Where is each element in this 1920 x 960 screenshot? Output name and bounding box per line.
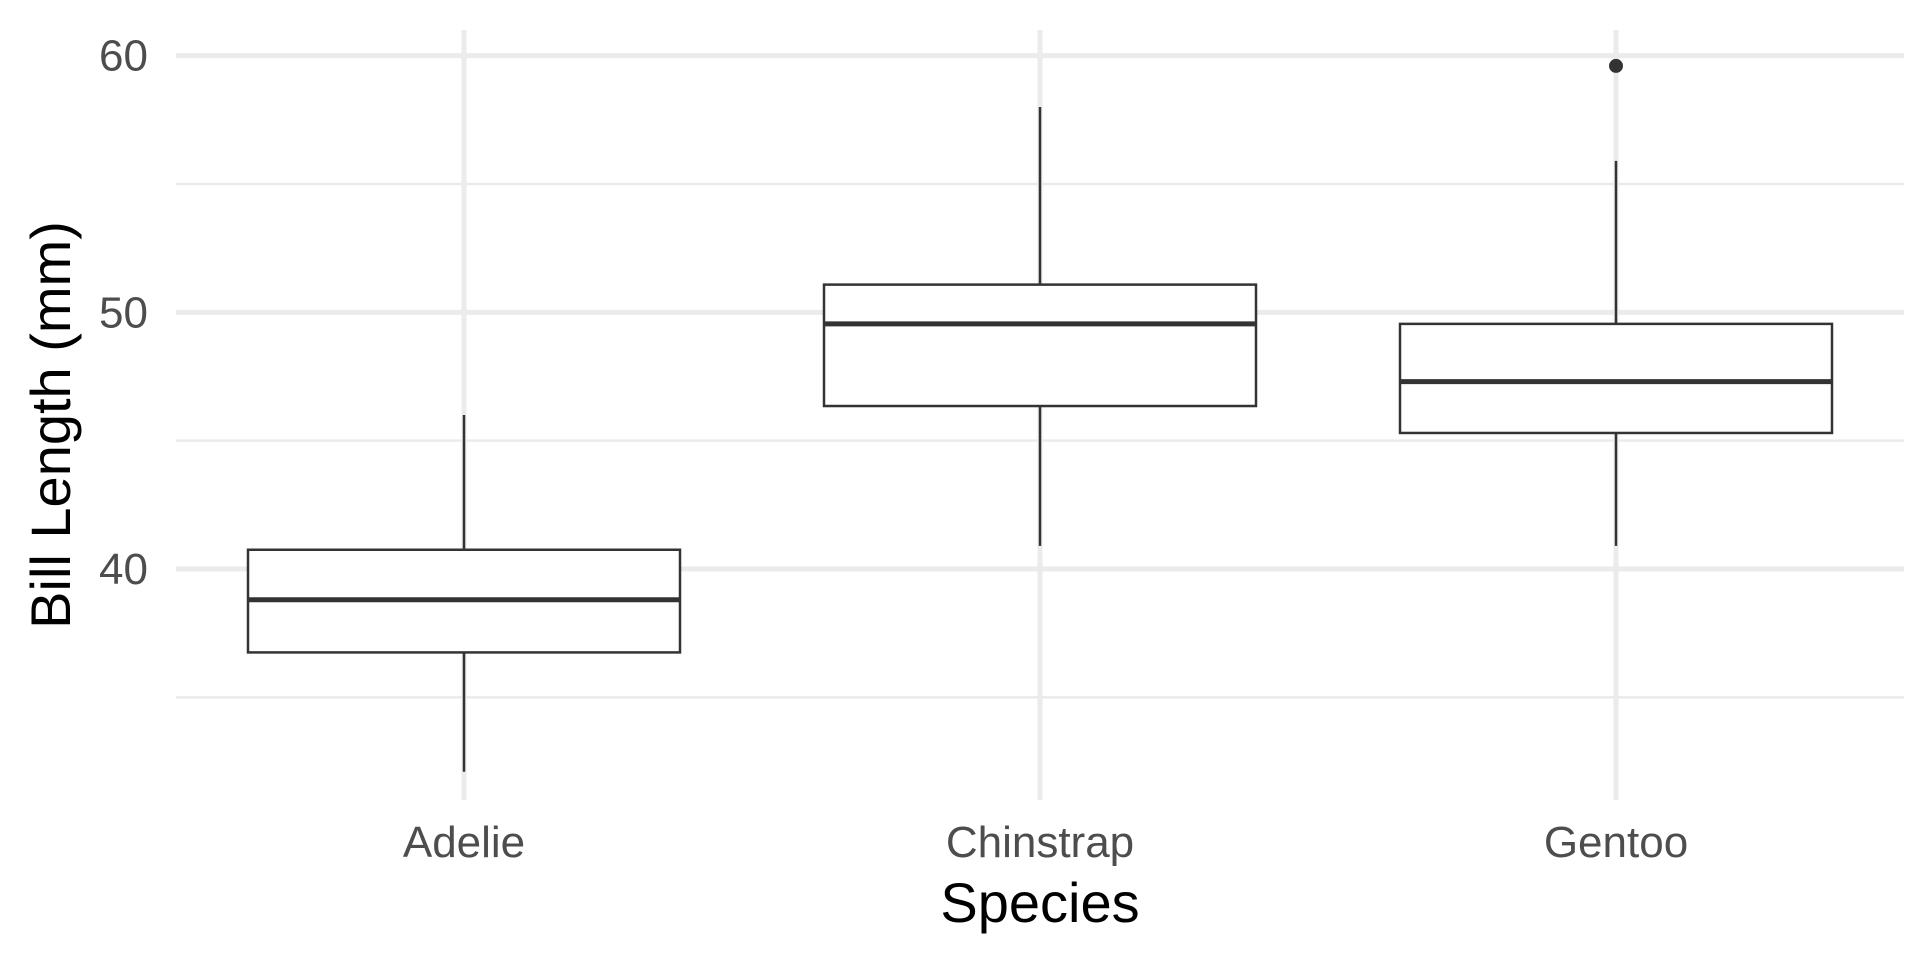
y-axis-ticks: 40 50 60 — [99, 32, 148, 594]
y-tick-label: 60 — [99, 32, 148, 81]
x-tick-label: Gentoo — [1544, 818, 1688, 867]
box-iqr — [822, 283, 1258, 408]
box-gentoo — [1398, 58, 1834, 546]
box-series — [246, 58, 1834, 772]
x-axis-title: Species — [940, 871, 1139, 934]
y-tick-label: 50 — [99, 288, 148, 337]
box-adelie — [246, 415, 682, 772]
x-tick-label: Adelie — [403, 818, 525, 867]
x-axis-ticks: Adelie Chinstrap Gentoo — [403, 818, 1688, 867]
box-iqr — [1398, 322, 1834, 435]
y-tick-label: 40 — [99, 545, 148, 594]
x-tick-label: Chinstrap — [946, 818, 1134, 867]
outlier-point — [1609, 58, 1623, 73]
y-axis-title: Bill Length (mm) — [19, 221, 82, 629]
box-chinstrap — [822, 107, 1258, 546]
